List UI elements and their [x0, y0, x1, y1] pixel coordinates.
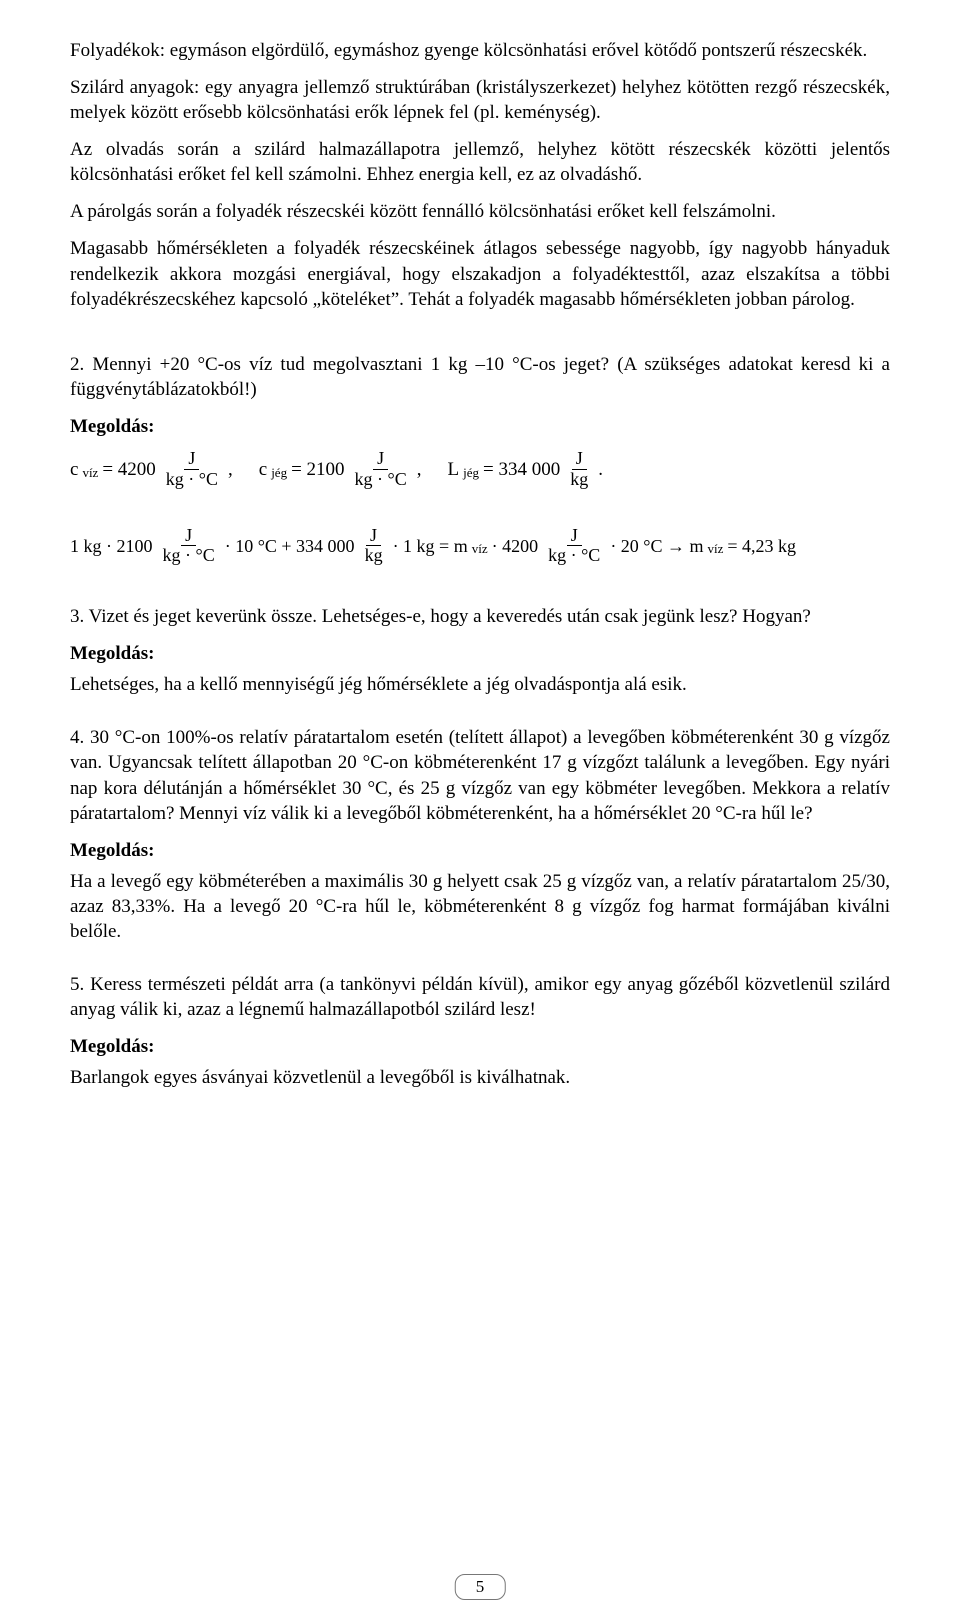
c-jeg-symbol: c: [259, 460, 267, 479]
eq2-result: = 4,23 kg: [727, 537, 796, 555]
answer-5: Barlangok egyes ásványai közvetlenül a l…: [70, 1065, 890, 1090]
frac-den: kg: [566, 470, 592, 490]
frac-num: J: [184, 449, 199, 470]
eq2-mid2: · 1 kg = m: [393, 537, 468, 555]
eq2-part1: 1 kg · 2100: [70, 537, 153, 555]
L-jeg-symbol: L: [448, 460, 460, 479]
eq2-mid3: · 4200: [492, 537, 539, 555]
solution-label-5: Megoldás:: [70, 1034, 890, 1059]
c-viz-symbol: c: [70, 460, 78, 479]
page-number: 5: [455, 1574, 506, 1600]
L-jeg-sub: jég: [463, 466, 479, 479]
frac-J-over-kgC-4: J kg · °C: [544, 526, 604, 567]
answer-3: Lehetséges, ha a kellő mennyiségű jég hő…: [70, 672, 890, 697]
paragraph-evaporation: A párolgás során a folyadék részecskéi k…: [70, 199, 890, 224]
frac-num: J: [181, 526, 196, 547]
frac-den: kg · °C: [159, 546, 219, 566]
L-jeg-value: = 334 000: [483, 460, 560, 479]
frac-num: J: [572, 449, 587, 470]
frac-J-over-kgC-3: J kg · °C: [159, 526, 219, 567]
sep-comma: ,: [228, 460, 233, 479]
frac-den: kg · °C: [544, 546, 604, 566]
question-2: 2. Mennyi +20 °C-os víz tud megolvasztan…: [70, 352, 890, 402]
m-viz-sub-1: víz: [472, 542, 488, 555]
question-4: 4. 30 °C-on 100%-os relatív páratartalom…: [70, 725, 890, 825]
frac-J-over-kg: J kg: [566, 449, 592, 490]
equation-calculation: 1 kg · 2100 J kg · °C · 10 °C + 334 000 …: [70, 526, 890, 567]
m-viz-sub-2: víz: [708, 542, 724, 555]
c-viz-value: = 4200: [102, 460, 155, 479]
frac-num: J: [366, 526, 381, 547]
solution-label-3: Megoldás:: [70, 641, 890, 666]
sep-comma: ,: [417, 460, 422, 479]
equation-constants: cvíz = 4200 J kg · °C , cjég = 2100 J kg…: [70, 449, 890, 490]
frac-J-over-kgC-2: J kg · °C: [351, 449, 411, 490]
frac-den: kg: [361, 546, 387, 566]
paragraph-temperature: Magasabb hőmérsékleten a folyadék részec…: [70, 236, 890, 311]
eq2-mid1: · 10 °C + 334 000: [225, 537, 355, 555]
question-5: 5. Keress természeti példát arra (a tank…: [70, 972, 890, 1022]
answer-4: Ha a levegő egy köbméterében a maximális…: [70, 869, 890, 944]
paragraph-melting: Az olvadás során a szilárd halmazállapot…: [70, 137, 890, 187]
page-number-container: 5: [455, 1574, 506, 1600]
frac-den: kg · °C: [351, 470, 411, 490]
question-3: 3. Vizet és jeget keverünk össze. Lehets…: [70, 604, 890, 629]
paragraph-liquids: Folyadékok: egymáson elgördülő, egymásho…: [70, 38, 890, 63]
sep-dot: .: [598, 460, 603, 479]
solution-label-4: Megoldás:: [70, 838, 890, 863]
eq2-mid4: · 20 °C → m: [610, 537, 703, 555]
paragraph-solids: Szilárd anyagok: egy anyagra jellemző st…: [70, 75, 890, 125]
c-jeg-value: = 2100: [291, 460, 344, 479]
solution-label-2: Megoldás:: [70, 414, 890, 439]
frac-num: J: [567, 526, 582, 547]
frac-den: kg · °C: [162, 470, 222, 490]
c-viz-sub: víz: [82, 466, 98, 479]
frac-J-over-kg-2: J kg: [361, 526, 387, 567]
frac-J-over-kgC-1: J kg · °C: [162, 449, 222, 490]
frac-num: J: [373, 449, 388, 470]
c-jeg-sub: jég: [271, 466, 287, 479]
